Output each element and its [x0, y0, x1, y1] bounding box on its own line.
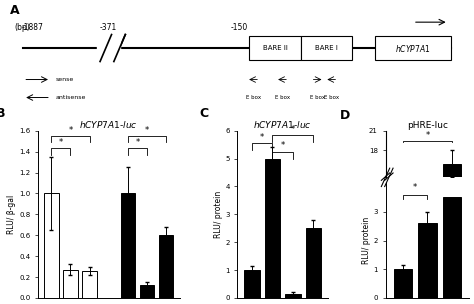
Bar [393, 269, 412, 298]
Text: *: * [413, 183, 417, 192]
Text: *: * [68, 126, 73, 135]
Bar [418, 223, 437, 298]
Text: C: C [200, 107, 209, 120]
Bar [443, 197, 461, 298]
Text: *: * [281, 141, 285, 150]
Y-axis label: RLU/ protein: RLU/ protein [214, 191, 223, 238]
Bar [248, 36, 301, 60]
Text: -1887: -1887 [21, 23, 44, 32]
Text: E box: E box [246, 95, 261, 100]
Text: -371: -371 [100, 23, 117, 32]
Text: sense: sense [55, 77, 74, 82]
Y-axis label: RLU/ β-gal: RLU/ β-gal [7, 195, 16, 234]
Bar [285, 294, 301, 298]
Text: antisense: antisense [55, 95, 86, 100]
Text: h$CYP7A1$: h$CYP7A1$ [395, 43, 431, 54]
Bar [264, 159, 280, 298]
Text: E box: E box [274, 95, 290, 100]
Bar [64, 270, 78, 298]
Bar [306, 228, 321, 298]
Bar [44, 193, 58, 298]
Bar [375, 36, 451, 60]
Bar [82, 271, 97, 298]
Text: -150: -150 [231, 23, 248, 32]
Text: *: * [260, 133, 264, 142]
Bar [443, 164, 461, 268]
Text: B: B [0, 107, 5, 120]
Bar [301, 36, 352, 60]
Text: E box: E box [324, 95, 339, 100]
Bar [140, 285, 154, 298]
Text: *: * [136, 138, 140, 147]
Text: E box: E box [310, 95, 325, 100]
Text: *: * [425, 131, 429, 140]
Text: *: * [145, 126, 149, 135]
Text: BARE II: BARE II [263, 45, 287, 51]
Text: *: * [291, 125, 295, 133]
Text: A: A [9, 4, 19, 17]
Text: (bp): (bp) [14, 23, 30, 32]
Bar [121, 193, 135, 298]
Text: BARE I: BARE I [315, 45, 338, 51]
Title: h$CYP7A1$-luc: h$CYP7A1$-luc [253, 119, 312, 130]
Bar [159, 235, 173, 298]
Title: pHRE-luc: pHRE-luc [407, 121, 448, 130]
Bar [244, 270, 260, 298]
Text: D: D [339, 109, 350, 122]
Text: *: * [59, 138, 63, 147]
Title: h$CYP7A1$-luc: h$CYP7A1$-luc [79, 119, 138, 130]
Y-axis label: RLU/ protein: RLU/ protein [362, 217, 371, 264]
